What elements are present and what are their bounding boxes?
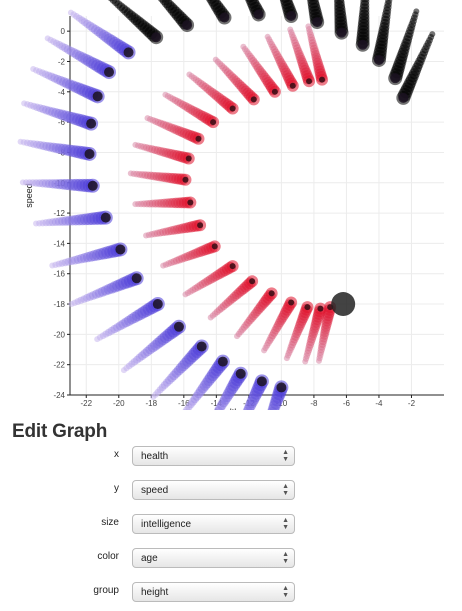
data-point [123,47,134,58]
data-point [92,91,103,102]
field-x-label: x [114,449,119,460]
select-arrows-icon: ▲ ▼ [282,449,289,463]
data-point [152,299,163,310]
y-tick-label: -6 [58,118,66,127]
data-point [286,11,297,21]
data-point [249,278,256,285]
data-point [173,321,184,332]
size-select-value: intelligence [141,519,192,530]
x-tick-label: -20 [113,399,125,408]
data-point [196,341,207,352]
data-point [211,243,218,250]
data-point [151,32,162,43]
data-point [219,12,230,23]
scatter-plot: -22-20-18-16-14-12-10-8-6-4-20-2-4-6-8-1… [17,0,444,410]
field-color: color age ▲ ▼ [0,548,462,570]
x-tick-label: -18 [146,399,158,408]
data-point [86,118,97,129]
data-point [235,368,246,379]
data-point [288,299,295,306]
data-point [336,27,347,38]
field-x: x health ▲ ▼ [0,446,462,468]
y-tick-label: 0 [61,27,66,36]
field-size: size intelligence ▲ ▼ [0,514,462,536]
data-point [182,176,189,183]
data-point [115,244,126,255]
y-tick-label: -2 [58,57,66,66]
select-arrows-icon: ▲ ▼ [282,585,289,599]
x-tick-label: -16 [178,399,190,408]
data-point [195,135,202,142]
field-group: group height ▲ ▼ [0,582,462,604]
x-tick-label: -2 [408,399,416,408]
y-tick-label: -22 [53,361,65,370]
x-select-value: health [141,451,169,462]
highlight-point [331,292,356,317]
select-arrows-icon: ▲ ▼ [282,517,289,531]
x-tick-label: -4 [375,399,383,408]
x-tick-label: -8 [310,399,318,408]
data-point [398,92,409,103]
data-point [229,105,236,112]
y-axis-label: speed [24,183,34,208]
data-point [319,76,326,83]
edit-graph-heading: Edit Graph [12,421,108,442]
y-tick-label: -16 [53,270,65,279]
data-point [317,305,324,312]
select-arrows-icon: ▲ ▼ [282,483,289,497]
data-point [217,356,228,367]
y-tick-label: -4 [58,88,66,97]
x-tick-label: -6 [343,399,351,408]
select-arrows-icon: ▲ ▼ [282,551,289,565]
data-point [357,39,368,50]
data-point [271,88,278,95]
field-size-label: size [101,517,119,528]
x-tick-label: -22 [80,399,92,408]
data-point [268,290,275,297]
data-point [256,376,267,387]
data-point [253,9,264,20]
field-color-label: color [97,551,119,562]
data-point [187,199,194,206]
data-point [185,155,192,162]
data-point [100,212,111,223]
y-tick-label: -14 [53,239,65,248]
group-select[interactable]: height ▲ ▼ [132,582,295,602]
x-axis-label: health [215,407,240,410]
data-point [87,180,98,191]
color-select-value: age [141,553,158,564]
field-group-label: group [93,585,119,596]
data-point [276,382,287,393]
data-point [210,119,217,126]
y-select-value: speed [141,485,169,496]
x-tick-label: -14 [211,399,223,408]
data-point [312,17,323,28]
data-point [84,148,95,159]
data-point [250,96,257,103]
color-select[interactable]: age ▲ ▼ [132,548,295,568]
data-point [306,78,313,85]
data-point [390,73,401,84]
group-select-value: height [141,587,169,598]
y-tick-label: -12 [53,209,65,218]
field-y: y speed ▲ ▼ [0,480,462,502]
size-select[interactable]: intelligence ▲ ▼ [132,514,295,534]
data-point [229,263,236,270]
y-tick-label: -24 [53,391,65,400]
data-point [289,82,296,89]
y-tick-label: -18 [53,300,65,309]
data-point [131,273,142,284]
y-select[interactable]: speed ▲ ▼ [132,480,295,500]
x-select[interactable]: health ▲ ▼ [132,446,295,466]
data-point [197,222,204,229]
data-point [304,304,311,311]
data-point [182,20,193,31]
field-y-label: y [114,483,119,494]
data-point [373,54,384,65]
data-point [104,67,115,78]
y-tick-label: -20 [53,330,65,339]
